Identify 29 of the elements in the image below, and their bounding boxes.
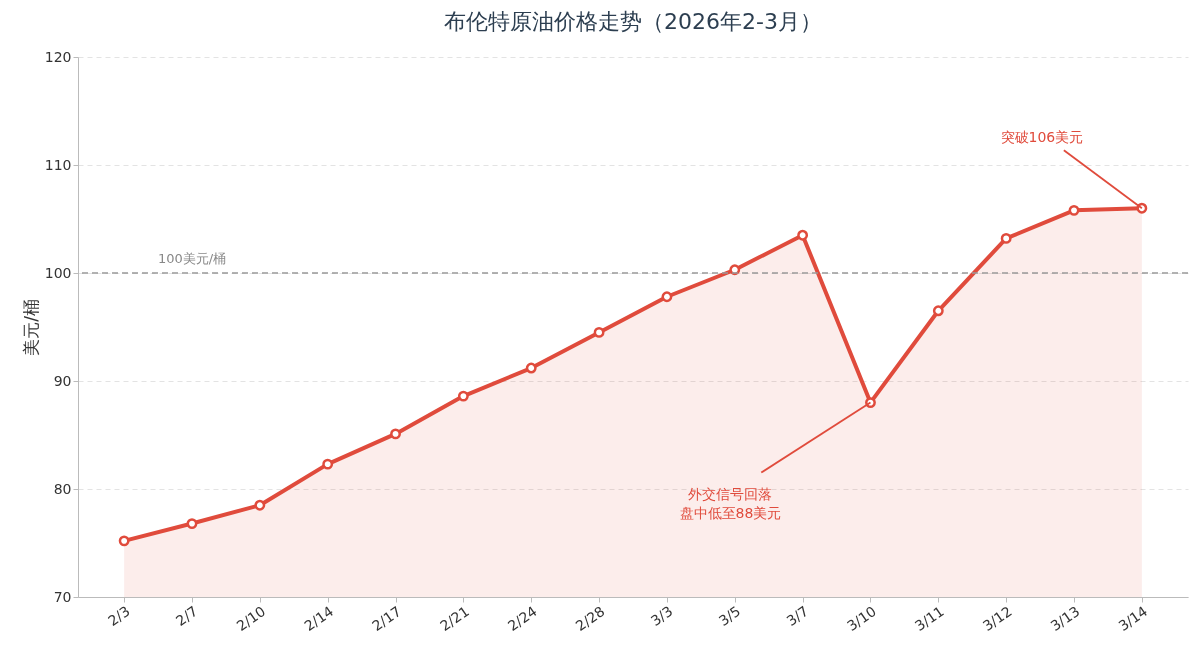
ref-line-label: 100美元/桶 <box>157 251 227 266</box>
point <box>1068 204 1080 216</box>
y-tick-label: 120 <box>44 48 72 65</box>
point <box>525 362 537 374</box>
y-axis-title: 美元/桶 <box>20 299 41 356</box>
y-tick-label: 110 <box>44 156 72 173</box>
point <box>322 458 334 470</box>
point <box>118 535 130 547</box>
y-tick-label: 90 <box>53 372 72 389</box>
y-tick-label: 100 <box>44 264 72 281</box>
point <box>457 390 469 402</box>
x-tick-label: 2/3 <box>105 602 133 629</box>
annotation: 外交信号回落盘中低至88美元 <box>679 485 782 521</box>
x-tick-label: 2/7 <box>172 602 201 629</box>
point <box>797 229 809 241</box>
annotation: 突破106美元 <box>1000 129 1084 146</box>
y-tick-label: 70 <box>53 588 72 605</box>
point <box>1000 233 1012 244</box>
point <box>254 499 266 511</box>
y-tick-label: 80 <box>53 480 72 497</box>
chart-title: 布伦特原油价格走势（2026年2-3月） <box>444 9 822 34</box>
x-tick-label: 3/3 <box>647 602 676 629</box>
point <box>593 326 605 338</box>
point <box>932 305 944 317</box>
point <box>186 518 198 529</box>
point <box>390 428 401 440</box>
x-tick-label: 3/5 <box>715 602 744 629</box>
point <box>661 291 673 303</box>
x-tick-label: 3/7 <box>783 602 812 629</box>
